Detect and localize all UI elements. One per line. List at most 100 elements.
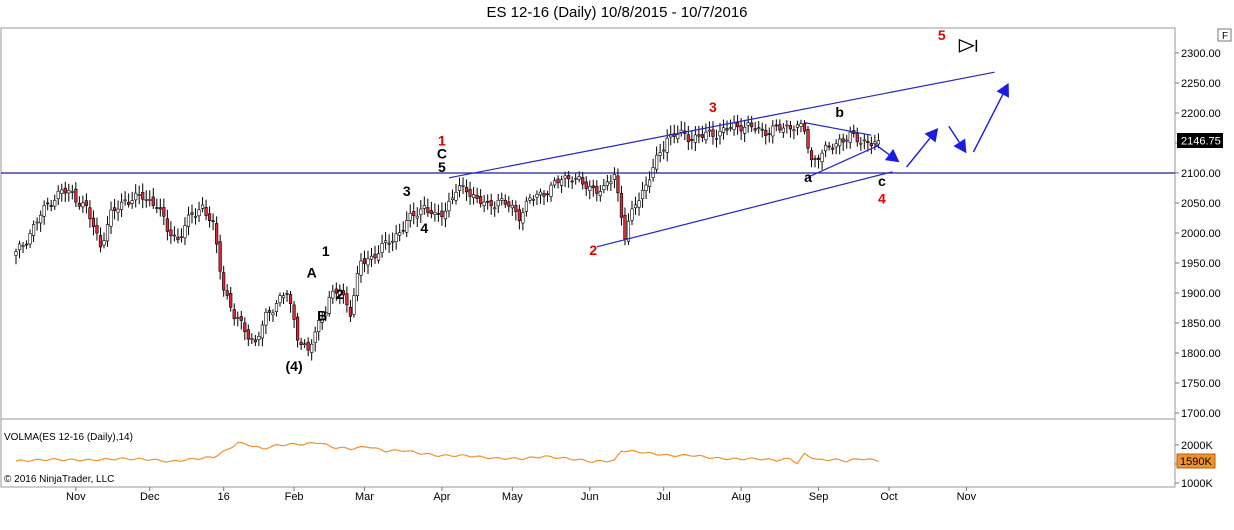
time-tick-label: Nov: [957, 491, 977, 503]
trend-line: [807, 144, 879, 178]
candle-body: [306, 341, 310, 351]
candle-body: [739, 125, 743, 132]
candle-body: [331, 290, 335, 299]
arrow-head: [884, 148, 900, 163]
candle-body: [732, 122, 736, 130]
time-tick-label: Mar: [355, 491, 374, 503]
candle-body: [53, 199, 57, 207]
chart-title: ES 12-16 (Daily) 10/8/2015 - 10/7/2016: [486, 4, 748, 21]
candle-body: [855, 133, 859, 143]
candle-body: [721, 127, 726, 133]
time-tick-label: Oct: [880, 491, 897, 503]
candle-body: [475, 194, 479, 199]
candle-body: [581, 177, 585, 185]
candle-body: [60, 189, 64, 194]
candle-body: [398, 232, 402, 236]
wave-label: 5: [438, 159, 446, 175]
candle-body: [211, 220, 215, 223]
time-tick-label: Jun: [581, 491, 599, 503]
candle-body: [35, 221, 39, 224]
candle-body: [718, 130, 722, 137]
wave-label: 5: [938, 27, 946, 43]
price-tick-label: 1950.00: [1181, 258, 1221, 270]
candle-body: [225, 290, 229, 296]
current-volma-marker: 1590K: [1176, 453, 1216, 469]
candle-body: [771, 125, 775, 137]
price-tick-label: 2300.00: [1181, 48, 1221, 60]
candle-body: [493, 207, 497, 210]
volume-tick-label: 1000K: [1181, 478, 1213, 490]
candle-body: [626, 220, 631, 242]
candle-body: [570, 180, 574, 183]
candle-body: [440, 210, 444, 218]
time-tick-label: Nov: [66, 491, 86, 503]
candle-body: [127, 201, 131, 205]
candle-body: [510, 205, 514, 209]
candle-body: [792, 129, 796, 132]
candle-body: [183, 225, 187, 239]
candle-body: [658, 152, 662, 156]
candle-body: [531, 199, 536, 201]
arrow-shaft: [972, 94, 1004, 153]
indicator-panel-frame: [0, 418, 1176, 488]
candle-body: [598, 191, 602, 197]
candle-body: [387, 242, 391, 245]
candle-body: [383, 240, 388, 243]
arrow-head: [953, 138, 967, 154]
candle-body: [802, 123, 807, 132]
candle-body: [144, 198, 148, 201]
candle-body: [816, 157, 821, 160]
candle-body: [169, 229, 173, 237]
wave-label: B: [317, 308, 327, 324]
arrow-head: [924, 128, 939, 143]
projection-arrows: [874, 38, 1009, 168]
candle-body: [253, 339, 257, 343]
candle-body: [281, 295, 286, 299]
candle-body: [619, 193, 624, 218]
candle-body: [324, 311, 328, 317]
candle-body: [380, 243, 384, 253]
candle-body: [552, 180, 557, 186]
arrow-shaft: [906, 137, 931, 168]
candle-body: [148, 199, 152, 201]
candle-body: [130, 200, 134, 204]
candle-body: [141, 192, 145, 200]
candle-body: [774, 124, 778, 127]
candle-body: [105, 224, 110, 242]
candle-body: [595, 186, 599, 194]
candle-body: [464, 186, 469, 193]
candle-body: [725, 128, 729, 131]
candle-body: [799, 123, 803, 127]
candle-body: [208, 213, 212, 222]
candle-body: [176, 236, 180, 241]
candle-body: [528, 197, 532, 201]
candle-body: [98, 235, 103, 248]
candle-body: [243, 322, 247, 333]
candle-body: [218, 241, 222, 272]
candle-body: [612, 174, 616, 180]
candle-body: [605, 181, 609, 186]
candle-body: [204, 207, 208, 216]
candle-body: [767, 133, 771, 135]
candle-body: [693, 134, 697, 143]
copyright-label: © 2016 NinjaTrader, LLC: [4, 474, 114, 485]
candle-body: [405, 220, 409, 233]
candle-body: [186, 214, 191, 227]
candle-body: [750, 122, 754, 128]
wave-label: 3: [403, 183, 411, 199]
candle-body: [102, 240, 106, 246]
candle-body: [341, 290, 345, 296]
candle-body: [320, 317, 324, 323]
format-button[interactable]: F: [1217, 28, 1232, 42]
candle-body: [317, 320, 321, 332]
candle-body: [764, 129, 768, 136]
wave-label: C: [437, 146, 447, 162]
wave-label: A: [307, 264, 317, 280]
candle-body: [229, 293, 233, 308]
candle-body: [746, 122, 750, 126]
indicator-label: VOLMA(ES 12-16 (Daily),14): [4, 432, 133, 443]
annotation-lines: [1, 71, 1175, 248]
candle-body: [193, 215, 198, 218]
candle-body: [419, 208, 423, 216]
